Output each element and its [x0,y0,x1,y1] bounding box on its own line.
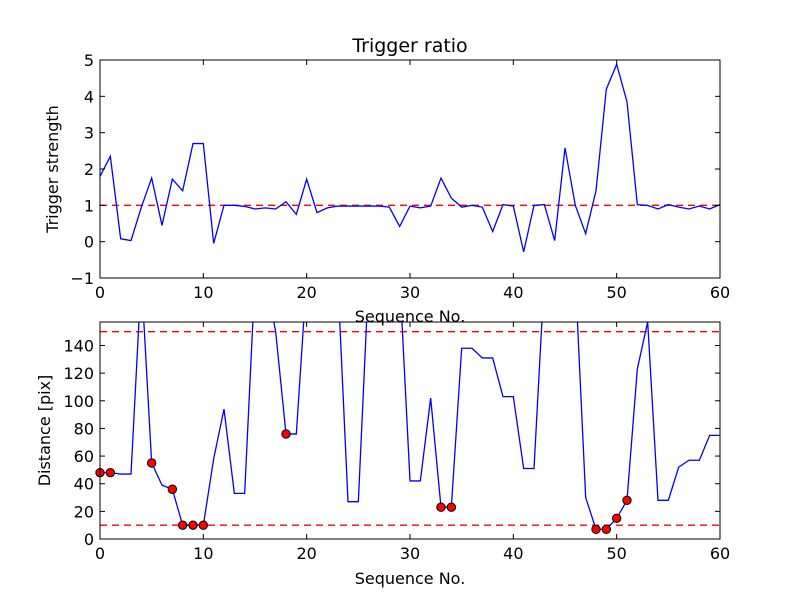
y-tick-label: 120 [63,364,94,383]
y-tick-label: 5 [84,51,94,70]
x-tick-label: 0 [95,283,105,302]
data-point [591,524,601,535]
x-tick-label: 30 [400,283,420,302]
data-point [177,520,188,530]
x-axis-label: Sequence No. [355,307,466,326]
data-point [436,502,446,512]
y-tick-label: 140 [63,336,94,355]
x-tick-label: 40 [503,544,523,563]
x-axis-label: Sequence No. [355,569,466,588]
plot-frame [99,321,721,540]
data-point [146,458,157,468]
y-axis-label: Distance [pix] [35,375,54,487]
data-point [281,429,291,439]
chart-title: Trigger ratio [351,35,467,57]
x-tick-label: 40 [503,283,523,302]
x-tick-label: 10 [193,283,213,302]
data-point [601,524,612,535]
x-tick-label: 60 [710,283,730,302]
x-tick-label: 50 [606,283,626,302]
distance-panel: 0 10 20 30 40 50 60 0 20 40 60 80 100 120 140 Sequence … [35,321,730,588]
data-point [611,513,622,523]
x-tick-label: 50 [606,544,626,563]
y-tick-label: 20 [74,502,94,521]
y-tick-label: 4 [84,87,94,106]
data-point [622,495,632,505]
x-tick-label: 20 [296,283,316,302]
x-tick-label: 60 [710,544,730,563]
x-tick-label: 20 [296,544,316,563]
y-axis-label: Trigger strength [43,105,62,234]
y-tick-label: 0 [84,233,94,252]
y-tick-label: 100 [63,392,94,411]
y-tick-label: 40 [74,475,94,494]
x-tick-label: 30 [400,544,420,563]
data-point [198,520,209,530]
plot-frame [99,59,721,279]
y-tick-label: 1 [84,196,94,215]
y-tick-label: 80 [74,419,94,438]
y-tick-label: 3 [84,124,94,143]
data-point [167,484,178,494]
data-point [105,467,116,478]
x-tick-label: 0 [95,544,105,563]
y-tick-label: 2 [84,160,94,179]
data-point [188,520,198,530]
y-tick-label: 0 [84,530,94,549]
x-tick-label: 10 [193,544,213,563]
y-tick-label: 60 [74,447,94,466]
y-tick-label: −1 [70,269,94,288]
data-point [446,502,457,512]
series-line [100,62,720,252]
